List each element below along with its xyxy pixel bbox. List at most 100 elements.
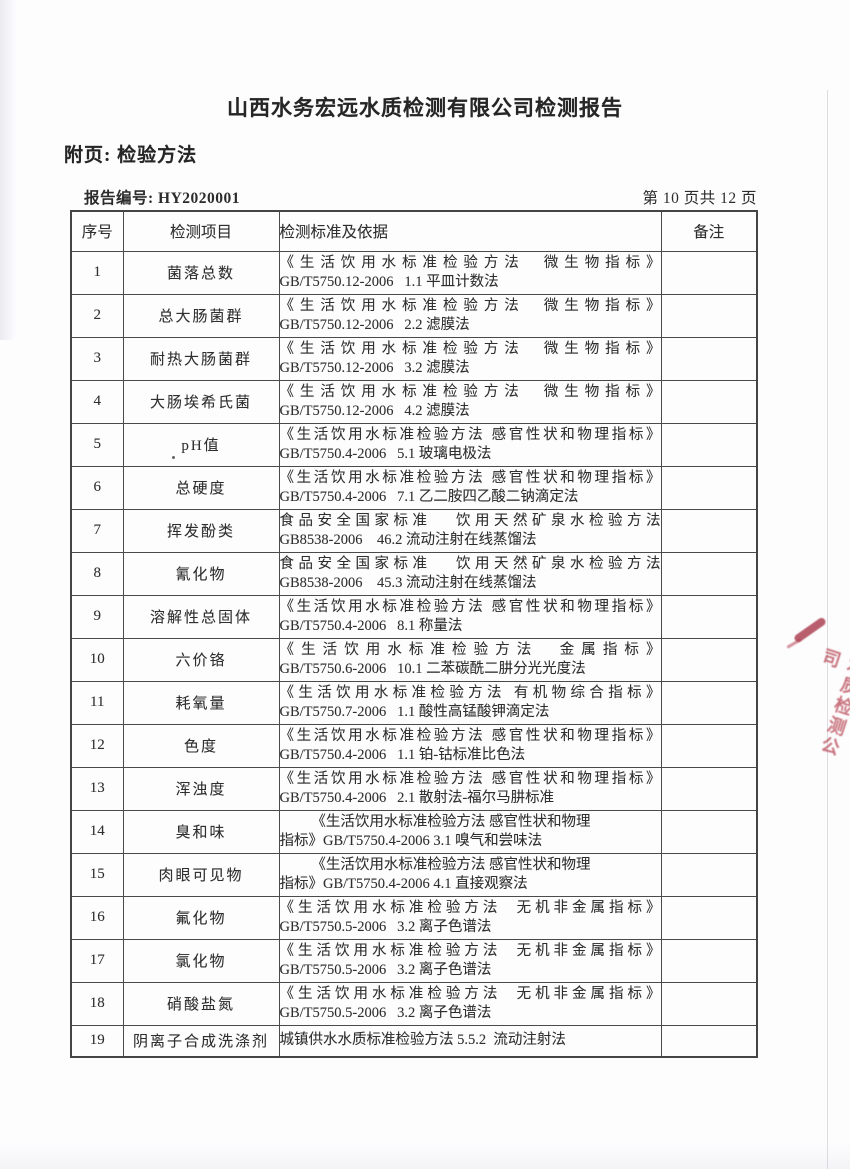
- cell-row-number: 17: [70, 938, 124, 983]
- table-row: 17 氯化物 《生活饮用水标准检验方法 无机非金属指标》 GB/T5750.5-200…: [70, 938, 758, 983]
- cell-standard: 食品安全国家标准 饮用天然矿泉水检验方法 GB8538-2006 45.3 流动注…: [278, 551, 662, 596]
- cell-standard: 《生活饮用水标准检验方法 微生物指标》 GB/T5750.12-2006 2.2 …: [278, 293, 662, 338]
- standard-line-1: 《生活饮用水标准检验方法 感官性状和物理指标》: [279, 727, 661, 744]
- table-row: 12 色度 《生活饮用水标准检验方法 感官性状和物理指标》 GB/T5750.4-20…: [70, 723, 758, 768]
- cell-remark: [660, 981, 758, 1026]
- cell-row-number: 13: [70, 766, 124, 811]
- standard-line-2: GB/T5750.5-2006 3.2 离子色谱法: [279, 961, 492, 978]
- cell-standard: 《生活饮用水标准检验方法 微生物指标》 GB/T5750.12-2006 3.2 …: [278, 336, 662, 381]
- stamp-stroke: [786, 638, 802, 649]
- standard-line-1: 《生活饮用水标准检验方法 感官性状和物理指标》: [279, 598, 661, 615]
- standard-line-2: GB/T5750.6-2006 10.1 二苯碳酰二肼分光光度法: [279, 660, 586, 677]
- cell-test-item: 肉眼可见物: [122, 852, 280, 897]
- cell-test-item: 六价铬: [122, 637, 280, 682]
- cell-remark: [660, 379, 758, 424]
- standard-line-1: 《生活饮用水标准检验方法 感官性状和物理指标》: [279, 426, 661, 443]
- page-title: 山西水务宏远水质检测有限公司检测报告: [227, 96, 623, 120]
- report-number: 报告编号: HY2020001: [84, 190, 241, 207]
- cell-standard: 《生活饮用水标准检验方法 感官性状和物理指标》 GB/T5750.4-2006 2…: [278, 766, 662, 811]
- standard-line-1: 食品安全国家标准 饮用天然矿泉水检验方法: [279, 555, 661, 572]
- cell-remark: [660, 852, 758, 897]
- cell-remark: [660, 594, 758, 639]
- cell-standard: 《生活饮用水标准检验方法 有机物综合指标》 GB/T5750.7-2006 1.1…: [278, 680, 662, 725]
- standard-line-1: 食品安全国家标准 饮用天然矿泉水检验方法: [279, 512, 661, 529]
- table-row: 9 溶解性总固体 《生活饮用水标准检验方法 感官性状和物理指标》 GB/T5750.4…: [70, 594, 758, 639]
- scan-artifact-line: [827, 90, 828, 1169]
- cell-remark: [660, 1024, 758, 1058]
- cell-test-item: 氯化物: [122, 938, 280, 983]
- red-stamp-fragment: 水质检测公司: [784, 602, 850, 767]
- cell-row-number: 11: [70, 680, 124, 725]
- cell-row-number: 18: [70, 981, 124, 1026]
- cell-row-number: 9: [70, 594, 124, 639]
- header-cell-remark: 备注: [660, 210, 758, 252]
- standard-line-2: GB8538-2006 45.3 流动注射在线蒸馏法: [279, 574, 537, 591]
- cell-standard: 《生活饮用水标准检验方法 感官性状和物理指标》 GB/T5750.4-2006 1…: [278, 723, 662, 768]
- cell-test-item: 硝酸盐氮: [122, 981, 280, 1026]
- standard-line-2: GB8538-2006 46.2 流动注射在线蒸馏法: [279, 531, 537, 548]
- cell-remark: [660, 938, 758, 983]
- stamp-text: 水质检测公司: [816, 645, 850, 760]
- table-row: 15 肉眼可见物 《生活饮用水标准检验方法 感官性状和物理 指标》GB/T5750.4…: [70, 852, 758, 897]
- cell-row-number: 19: [70, 1024, 124, 1058]
- cell-remark: [660, 723, 758, 768]
- standard-line-2: 指标》GB/T5750.4-2006 3.1 嗅气和尝味法: [279, 832, 543, 849]
- standard-line-1: 《生活饮用水标准检验方法 无机非金属指标》: [279, 899, 661, 916]
- cell-row-number: 4: [70, 379, 124, 424]
- methods-table: 序号 检测项目 检测标准及依据 备注 1 菌落总数 《生活饮用水标准检验方法 微生物…: [70, 210, 758, 1058]
- header-cell-item: 检测项目: [122, 210, 280, 252]
- standard-line-1: 《生活饮用水标准检验方法 感官性状和物理指标》: [279, 770, 661, 787]
- standard-line-1: 城镇供水水质标准检验方法 5.5.2 流动注射法: [279, 1032, 566, 1049]
- cell-remark: [660, 250, 758, 295]
- table-row: 19 阴离子合成洗涤剂 城镇供水水质标准检验方法 5.5.2 流动注射法: [70, 1024, 758, 1058]
- cell-standard: 食品安全国家标准 饮用天然矿泉水检验方法 GB8538-2006 46.2 流动注…: [278, 508, 662, 553]
- cell-row-number: 1: [70, 250, 124, 295]
- cell-test-item: 挥发酚类: [122, 508, 280, 553]
- cell-standard: 《生活饮用水标准检验方法 感官性状和物理指标》 GB/T5750.4-2006 7…: [278, 465, 662, 510]
- cell-remark: [660, 336, 758, 381]
- cell-test-item: 总大肠菌群: [122, 293, 280, 338]
- standard-line-1: 《生活饮用水标准检验方法 有机物综合指标》: [279, 684, 661, 701]
- cell-standard: 《生活饮用水标准检验方法 无机非金属指标》 GB/T5750.5-2006 3.2…: [278, 895, 662, 940]
- standard-line-1: 《生活饮用水标准检验方法 无机非金属指标》: [279, 985, 661, 1002]
- cell-remark: [660, 293, 758, 338]
- cell-standard: 《生活饮用水标准检验方法 微生物指标》 GB/T5750.12-2006 4.2 …: [278, 379, 662, 424]
- table-row: 16 氟化物 《生活饮用水标准检验方法 无机非金属指标》 GB/T5750.5-200…: [70, 895, 758, 940]
- standard-line-2: GB/T5750.12-2006 3.2 滤膜法: [279, 359, 470, 376]
- table-row: 18 硝酸盐氮 《生活饮用水标准检验方法 无机非金属指标》 GB/T5750.5-20…: [70, 981, 758, 1026]
- table-row: 3 耐热大肠菌群 《生活饮用水标准检验方法 微生物指标》 GB/T5750.12-20…: [70, 336, 758, 381]
- table-header-row: 序号 检测项目 检测标准及依据 备注: [70, 210, 758, 252]
- standard-line-2: GB/T5750.12-2006 4.2 滤膜法: [279, 402, 470, 419]
- page-subtitle: 附页: 检验方法: [64, 145, 198, 166]
- cell-test-item: 耗氧量: [122, 680, 280, 725]
- cell-remark: [660, 895, 758, 940]
- cell-test-item: 耐热大肠菌群: [122, 336, 280, 381]
- cell-row-number: 12: [70, 723, 124, 768]
- cell-test-item: 溶解性总固体: [122, 594, 280, 639]
- table-row: 7 挥发酚类 食品安全国家标准 饮用天然矿泉水检验方法 GB8538-2006 46.…: [70, 508, 758, 553]
- cell-standard: 城镇供水水质标准检验方法 5.5.2 流动注射法: [278, 1024, 662, 1058]
- standard-line-1: 《生活饮用水标准检验方法 微生物指标》: [279, 383, 661, 400]
- table-row: 2 总大肠菌群 《生活饮用水标准检验方法 微生物指标》 GB/T5750.12-200…: [70, 293, 758, 338]
- meta-row: 报告编号: HY2020001 第 10 页共 12 页: [0, 186, 850, 208]
- page-indicator: 第 10 页共 12 页: [642, 190, 757, 207]
- header-cell-no: 序号: [70, 210, 124, 252]
- standard-line-1: 《生活饮用水标准检验方法 感官性状和物理指标》: [279, 469, 661, 486]
- cell-test-item: 氰化物: [122, 551, 280, 596]
- standard-line-2: GB/T5750.4-2006 2.1 散射法-福尔马肼标准: [279, 789, 555, 806]
- cell-test-item: pH值: [122, 422, 280, 467]
- table-row: 1 菌落总数 《生活饮用水标准检验方法 微生物指标》 GB/T5750.12-2006…: [70, 250, 758, 295]
- table-row: 11 耗氧量 《生活饮用水标准检验方法 有机物综合指标》 GB/T5750.7-200…: [70, 680, 758, 725]
- cell-row-number: 5: [70, 422, 124, 467]
- cell-test-item: 阴离子合成洗涤剂: [122, 1024, 280, 1058]
- cell-remark: [660, 508, 758, 553]
- cell-remark: [660, 637, 758, 682]
- cell-standard: 《生活饮用水标准检验方法 感官性状和物理指标》 GB/T5750.4-2006 8…: [278, 594, 662, 639]
- cell-standard: 《生活饮用水标准检验方法 微生物指标》 GB/T5750.12-2006 1.1 …: [278, 250, 662, 295]
- cell-row-number: 7: [70, 508, 124, 553]
- cell-remark: [660, 680, 758, 725]
- cell-row-number: 15: [70, 852, 124, 897]
- standard-line-2: 指标》GB/T5750.4-2006 4.1 直接观察法: [279, 875, 528, 892]
- cell-row-number: 16: [70, 895, 124, 940]
- cell-row-number: 14: [70, 809, 124, 854]
